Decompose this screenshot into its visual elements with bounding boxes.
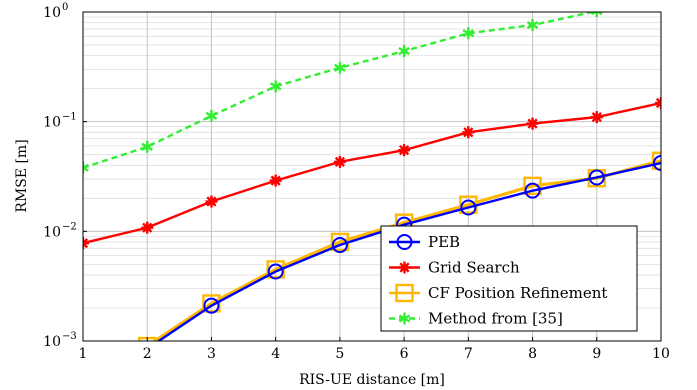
data-point bbox=[462, 126, 475, 139]
data-point bbox=[76, 384, 90, 390]
data-point bbox=[590, 12, 603, 18]
data-point bbox=[653, 154, 661, 171]
x-axis-label: RIS-UE distance [m] bbox=[299, 372, 445, 388]
legend-label: Grid Search bbox=[428, 259, 520, 277]
legend-label: CF Position Refinement bbox=[428, 284, 607, 302]
x-tick-label: 2 bbox=[143, 346, 152, 362]
data-point bbox=[651, 151, 661, 170]
series-line bbox=[151, 159, 661, 341]
data-point bbox=[398, 312, 411, 325]
data-point bbox=[205, 109, 218, 122]
data-point bbox=[205, 195, 218, 208]
data-point bbox=[141, 221, 154, 234]
x-tick-label: 5 bbox=[335, 346, 344, 362]
x-tick-label: 6 bbox=[400, 346, 409, 362]
y-tick-exponent: −1 bbox=[62, 112, 77, 123]
legend: PEB Grid Search CF Position Refinement Meth… bbox=[380, 225, 638, 332]
data-point bbox=[588, 169, 605, 186]
series-line bbox=[83, 101, 661, 245]
series-line bbox=[83, 12, 598, 169]
data-point bbox=[398, 261, 411, 274]
y-tick-exponent: −2 bbox=[62, 221, 77, 232]
minor-grid bbox=[83, 16, 661, 309]
data-point bbox=[523, 176, 542, 196]
data-point bbox=[526, 117, 539, 130]
series-line bbox=[156, 161, 661, 341]
x-tick-labels: 1 2 3 4 5 6 7 8 9 10 bbox=[79, 337, 670, 362]
x-tick-label: 8 bbox=[528, 346, 537, 362]
data-point bbox=[334, 61, 346, 74]
data-point bbox=[141, 140, 154, 153]
legend-entry: PEB bbox=[389, 233, 460, 251]
series-method-from-35 bbox=[83, 12, 603, 174]
legend-entry: Method from [35] bbox=[389, 310, 563, 328]
data-point bbox=[396, 234, 413, 250]
data-point bbox=[333, 155, 346, 168]
y-tick-label: 10 bbox=[43, 115, 61, 131]
data-point bbox=[526, 19, 539, 32]
legend-label: PEB bbox=[428, 233, 460, 251]
legend-entry: CF Position Refinement bbox=[389, 283, 607, 303]
series-layer bbox=[75, 12, 661, 390]
data-point bbox=[331, 237, 348, 254]
y-tick-label: 10 bbox=[43, 224, 61, 240]
y-tick-exponent: 0 bbox=[62, 2, 68, 13]
x-tick-label: 9 bbox=[592, 346, 601, 362]
data-point bbox=[83, 161, 89, 174]
data-point bbox=[462, 27, 475, 40]
x-tick-label: 1 bbox=[79, 346, 88, 362]
data-point bbox=[202, 294, 221, 313]
data-point bbox=[460, 199, 477, 216]
data-point bbox=[203, 297, 220, 314]
data-point bbox=[269, 174, 282, 187]
y-tick-label: 10 bbox=[43, 334, 61, 350]
data-point bbox=[398, 45, 410, 58]
y-tick-exponent: −3 bbox=[62, 331, 77, 342]
plot-frame bbox=[82, 11, 662, 342]
y-axis-label: RMSE [m] bbox=[14, 139, 30, 212]
data-point bbox=[395, 283, 414, 303]
x-tick-label: 3 bbox=[207, 346, 216, 362]
data-point bbox=[398, 144, 411, 157]
x-tick-label: 10 bbox=[652, 346, 670, 362]
series-peb bbox=[76, 154, 661, 390]
legend-entry: Grid Search bbox=[389, 259, 520, 277]
data-point bbox=[269, 80, 282, 93]
series-grid-search bbox=[83, 96, 661, 250]
y-tick-label: 10 bbox=[43, 5, 61, 21]
data-point bbox=[267, 263, 284, 280]
data-point bbox=[590, 111, 603, 124]
data-point bbox=[524, 182, 541, 199]
x-tick-label: 4 bbox=[271, 346, 280, 362]
x-tick-label: 7 bbox=[464, 346, 473, 362]
legend-box bbox=[380, 225, 638, 332]
legend-label: Method from [35] bbox=[428, 310, 563, 328]
data-point bbox=[75, 380, 91, 390]
